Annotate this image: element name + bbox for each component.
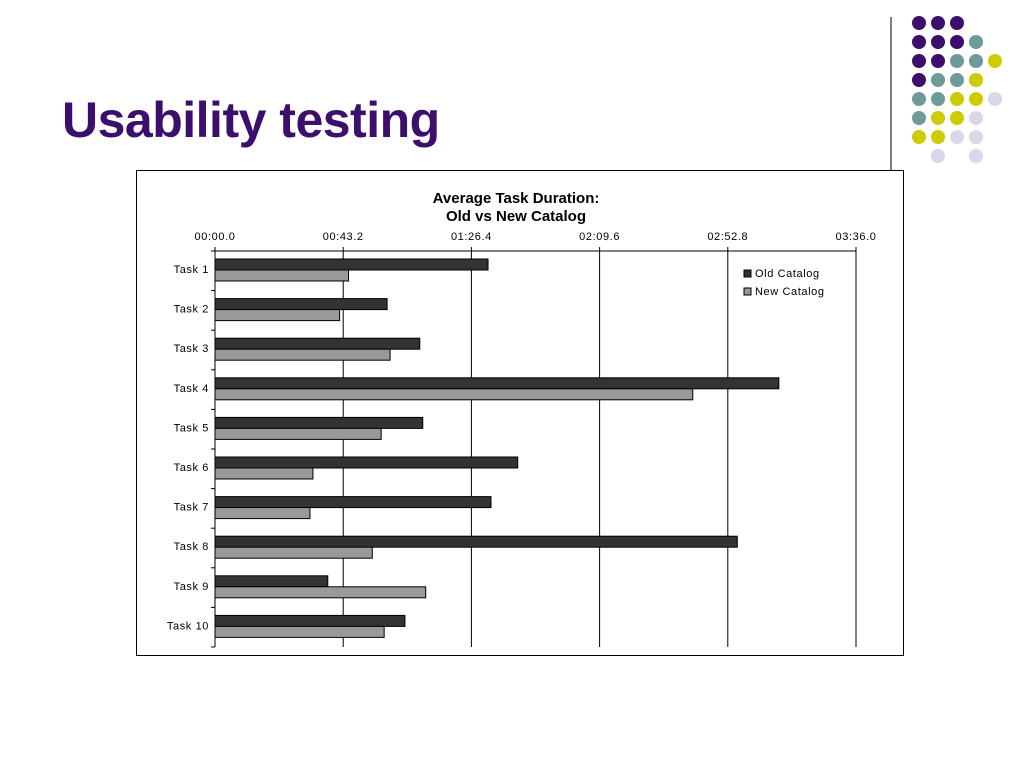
- x-tick-label: 03:36.0: [836, 231, 877, 243]
- x-tick-label: 00:00.0: [195, 231, 236, 243]
- x-axis-tick-labels: 00:00.0 00:43.2 01:26.4 02:09.6 02:52.8 03:36…: [195, 231, 877, 243]
- bar-old-catalog: [214, 535, 738, 548]
- bar-old-catalog: [214, 258, 489, 271]
- decorative-dot: [931, 54, 945, 68]
- bar-old-catalog: [214, 575, 329, 588]
- category-label: Task 10: [167, 620, 209, 632]
- decorative-dot: [912, 35, 926, 49]
- category-label: Task 2: [174, 304, 209, 316]
- bar-new-catalog: [214, 388, 694, 401]
- category-label: Task 7: [174, 502, 209, 514]
- decorative-dot: [931, 130, 945, 144]
- x-tick-label: 02:52.8: [707, 231, 748, 243]
- corner-dot-decoration: [890, 16, 1002, 187]
- legend: Old Catalog New Catalog: [743, 268, 825, 298]
- x-tick-label: 02:09.6: [579, 231, 620, 243]
- decorative-dot: [950, 35, 964, 49]
- decorative-dot: [931, 73, 945, 87]
- decorative-dot: [931, 92, 945, 106]
- decorative-dot: [969, 111, 983, 125]
- y-axis-category-labels: Task 1 Task 2 Task 3 Task 4 Task 5 Task 6 Task…: [167, 264, 209, 632]
- category-label: Task 6: [174, 462, 209, 474]
- x-tick-label: 00:43.2: [323, 231, 364, 243]
- x-tick-label: 01:26.4: [451, 231, 492, 243]
- bar-old-catalog: [214, 416, 424, 429]
- bar-old-catalog: [214, 496, 492, 509]
- decorative-dot: [988, 54, 1002, 68]
- decorative-dot: [988, 92, 1002, 106]
- slide-title: Usability testing: [62, 92, 440, 148]
- bar-new-catalog: [214, 269, 350, 282]
- bar-new-catalog: [214, 546, 373, 559]
- decorative-dot: [912, 54, 926, 68]
- decorative-dot: [931, 16, 945, 30]
- category-label: Task 3: [174, 343, 209, 355]
- decorative-dot: [969, 130, 983, 144]
- bar-new-catalog: [214, 507, 311, 520]
- bar-old-catalog: [214, 377, 780, 390]
- bar-old-catalog: [214, 337, 421, 350]
- bar-old-catalog: [214, 298, 388, 311]
- bar-new-catalog: [214, 348, 391, 361]
- decorative-dot: [931, 149, 945, 163]
- legend-label: Old Catalog: [755, 268, 820, 280]
- bar-old-catalog: [214, 614, 406, 627]
- decorative-dot: [912, 130, 926, 144]
- bar-old-catalog: [214, 456, 519, 469]
- legend-swatch: [743, 269, 752, 278]
- decorative-dot: [950, 16, 964, 30]
- gridlines: [211, 247, 857, 648]
- decorative-dot: [912, 92, 926, 106]
- decorative-dot: [931, 111, 945, 125]
- decorative-dot: [950, 92, 964, 106]
- decorative-dot: [950, 130, 964, 144]
- decorative-dot: [950, 73, 964, 87]
- decorative-dot: [969, 73, 983, 87]
- bar-new-catalog: [214, 467, 314, 480]
- decorative-dot: [912, 111, 926, 125]
- bar-new-catalog: [214, 625, 385, 638]
- bar-new-catalog: [214, 586, 427, 599]
- category-label: Task 4: [174, 383, 209, 395]
- category-label: Task 9: [174, 581, 209, 593]
- legend-label: New Catalog: [755, 286, 825, 298]
- decorative-dot: [912, 73, 926, 87]
- decorative-dot: [950, 54, 964, 68]
- decorative-dot: [969, 149, 983, 163]
- bar-new-catalog: [214, 309, 341, 322]
- decorative-dot: [912, 16, 926, 30]
- category-label: Task 5: [174, 422, 209, 434]
- chart-subtitle: Old vs New Catalog: [446, 208, 586, 225]
- decorative-dot: [950, 111, 964, 125]
- decorative-dot: [969, 92, 983, 106]
- decorative-dot: [931, 35, 945, 49]
- chart-frame: Average Task Duration: Old vs New Catalo…: [136, 170, 904, 656]
- chart-title: Average Task Duration:: [433, 190, 600, 207]
- decorative-dot: [969, 35, 983, 49]
- legend-swatch: [743, 287, 752, 296]
- bars: [214, 258, 780, 638]
- category-label: Task 8: [174, 541, 209, 553]
- bar-chart: Average Task Duration: Old vs New Catalo…: [167, 190, 877, 648]
- category-label: Task 1: [174, 264, 209, 276]
- bar-new-catalog: [214, 427, 382, 440]
- decorative-dot: [969, 54, 983, 68]
